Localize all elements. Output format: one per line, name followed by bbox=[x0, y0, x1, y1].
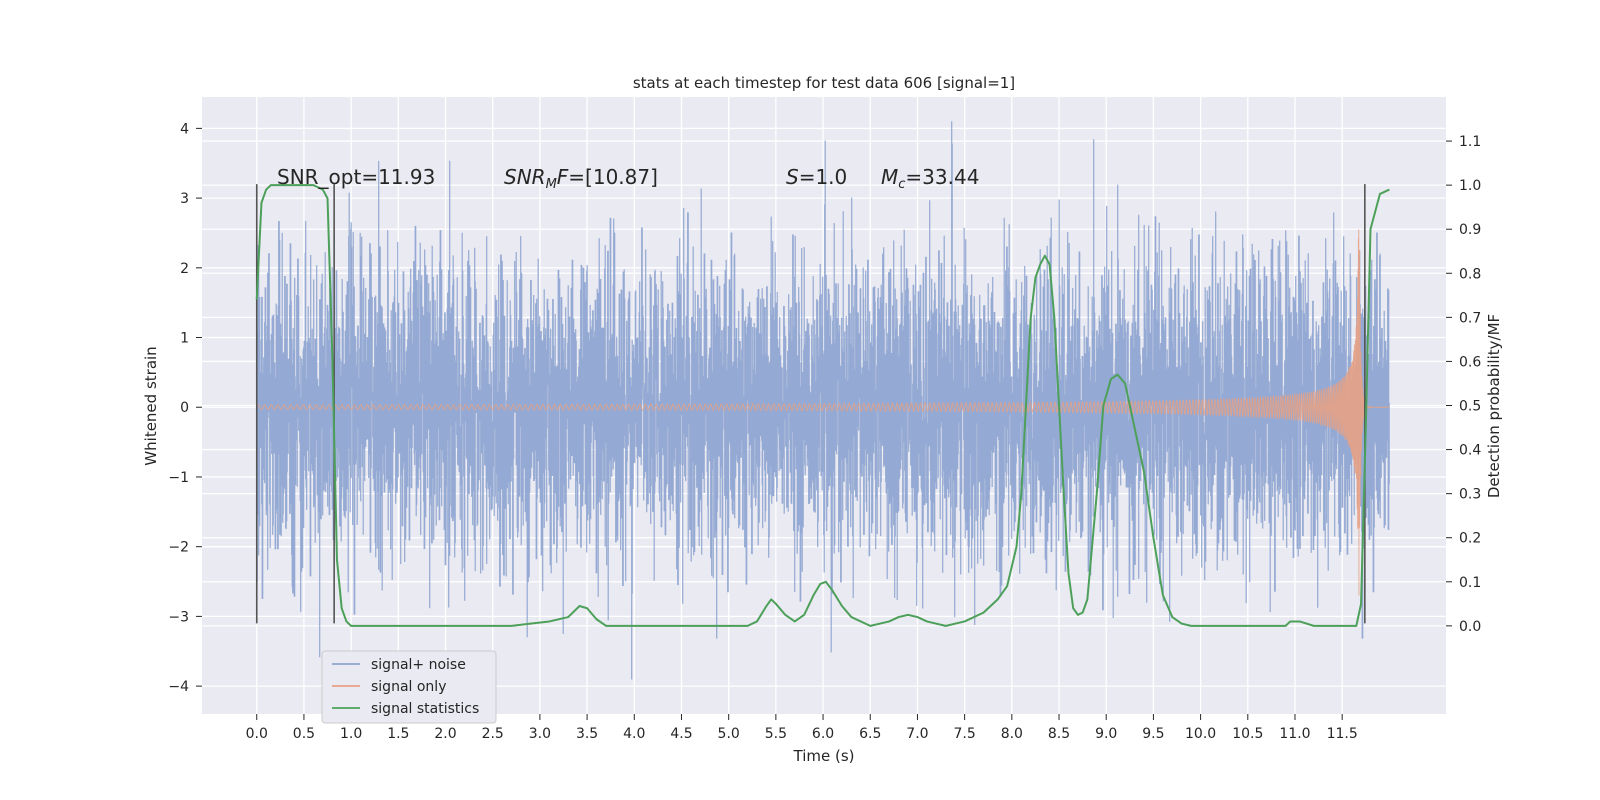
x-tick-label: 9.0 bbox=[1095, 726, 1117, 742]
legend-label-signal-statistics: signal statistics bbox=[371, 701, 479, 717]
annotation-mc: Mc=33.44 bbox=[881, 165, 979, 192]
y-tick-label: 0 bbox=[180, 400, 189, 416]
y-tick-label: 1 bbox=[180, 331, 189, 347]
y-right-tick-label: 0.7 bbox=[1459, 310, 1481, 326]
y-tick-label: −4 bbox=[168, 679, 189, 695]
chirp-trace bbox=[256, 229, 1390, 596]
chart-title: stats at each timestep for test data 606… bbox=[633, 74, 1015, 92]
annotation-snr-mf: SNRMF=[10.87] bbox=[504, 165, 658, 192]
x-tick-label: 1.0 bbox=[340, 726, 362, 742]
x-tick-label: 8.0 bbox=[1001, 726, 1023, 742]
series-signal-only bbox=[256, 229, 1390, 596]
y-right-tick-label: 1.1 bbox=[1459, 134, 1481, 150]
y-axis-label: Whitened strain bbox=[142, 346, 160, 465]
x-tick-label: 6.0 bbox=[812, 726, 834, 742]
legend-label-signal-only: signal only bbox=[371, 679, 446, 695]
x-tick-label: 3.5 bbox=[576, 726, 598, 742]
y-axis-ticks: −4 −3 −2 −1 0 1 2 3 4 bbox=[168, 121, 202, 695]
x-tick-label: 2.0 bbox=[434, 726, 456, 742]
x-tick-label: 5.0 bbox=[718, 726, 740, 742]
y-right-tick-label: 1.0 bbox=[1459, 178, 1481, 194]
annotation-snr-opt: SNR_opt=11.93 bbox=[277, 165, 435, 189]
y-right-tick-label: 0.2 bbox=[1459, 531, 1481, 547]
x-tick-label: 10.0 bbox=[1185, 726, 1216, 742]
y-tick-label: 2 bbox=[180, 261, 189, 277]
annotations: SNR_opt=11.93 SNRMF=[10.87] S=1.0 Mc=33.… bbox=[277, 165, 979, 192]
x-tick-label: 4.5 bbox=[670, 726, 692, 742]
y-tick-label: −1 bbox=[168, 470, 189, 486]
x-tick-label: 0.5 bbox=[293, 726, 315, 742]
x-tick-label: 0.0 bbox=[246, 726, 268, 742]
y-right-tick-label: 0.5 bbox=[1459, 399, 1481, 415]
y-tick-label: 4 bbox=[180, 121, 189, 137]
x-axis-label: Time (s) bbox=[793, 747, 855, 765]
y-right-tick-label: 0.4 bbox=[1459, 443, 1481, 459]
annotation-s: S=1.0 bbox=[786, 165, 847, 189]
x-tick-label: 9.5 bbox=[1142, 726, 1164, 742]
x-tick-label: 7.5 bbox=[954, 726, 976, 742]
statistics-line bbox=[255, 184, 1390, 627]
y-right-tick-label: 0.0 bbox=[1459, 619, 1481, 635]
legend-label-signal-noise: signal+ noise bbox=[371, 657, 466, 673]
y-right-tick-label: 0.6 bbox=[1459, 354, 1481, 370]
y-right-tick-label: 0.8 bbox=[1459, 266, 1481, 282]
y-right-tick-label: 0.1 bbox=[1459, 575, 1481, 591]
series-signal-statistics bbox=[255, 184, 1390, 627]
x-tick-label: 6.5 bbox=[859, 726, 881, 742]
y-tick-label: −2 bbox=[168, 540, 189, 556]
y-right-axis-label: Detection probability/MF bbox=[1485, 314, 1503, 498]
legend-box bbox=[321, 650, 497, 724]
x-tick-label: 4.0 bbox=[623, 726, 645, 742]
x-tick-label: 8.5 bbox=[1048, 726, 1070, 742]
x-tick-label: 2.5 bbox=[482, 726, 504, 742]
x-tick-label: 10.5 bbox=[1232, 726, 1263, 742]
x-tick-label: 7.0 bbox=[906, 726, 928, 742]
y-right-tick-label: 0.9 bbox=[1459, 222, 1481, 238]
y-right-axis-ticks: 0.0 0.1 0.2 0.3 0.4 0.5 0.6 0.7 0.8 0.9 1.0 1.1 bbox=[1446, 134, 1481, 635]
x-tick-label: 1.5 bbox=[387, 726, 409, 742]
x-tick-label: 11.5 bbox=[1327, 726, 1358, 742]
x-tick-label: 3.0 bbox=[529, 726, 551, 742]
x-axis-ticks: 0.0 0.5 1.0 1.5 2.0 2.5 3.0 3.5 4.0 4.5 5.0 5.5 6.0 6… bbox=[246, 714, 1358, 742]
legend: signal+ noise signal only signal statist… bbox=[321, 650, 497, 724]
y-tick-label: 3 bbox=[180, 191, 189, 207]
y-tick-label: −3 bbox=[168, 609, 189, 625]
x-tick-label: 5.5 bbox=[765, 726, 787, 742]
x-tick-label: 11.0 bbox=[1279, 726, 1310, 742]
y-right-tick-label: 0.3 bbox=[1459, 487, 1481, 503]
